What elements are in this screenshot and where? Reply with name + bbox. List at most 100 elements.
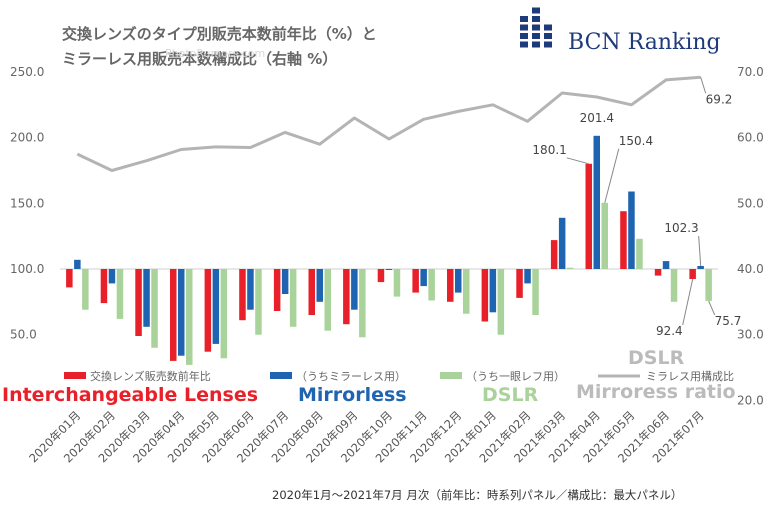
bar-interchangeable	[273, 269, 281, 311]
bar-mirrorless	[351, 269, 358, 310]
bar-dslr	[82, 269, 89, 310]
logo-square	[532, 16, 540, 22]
data-label: 201.4	[580, 111, 614, 125]
series-line-mirrorless-ratio	[76, 75, 701, 172]
data-label: 180.1	[532, 143, 566, 157]
bar-mirrorless	[420, 269, 427, 287]
bar-interchangeable	[343, 269, 350, 325]
logo-square	[532, 7, 540, 14]
bar-interchangeable	[550, 240, 558, 269]
bar-interchangeable	[516, 269, 523, 298]
leader-line	[604, 148, 620, 203]
bar-interchangeable	[100, 269, 108, 304]
bar-mirrorless	[662, 261, 670, 269]
bar-interchangeable	[689, 269, 696, 279]
bar-mirrorless	[628, 191, 635, 269]
leader-line	[700, 77, 707, 94]
y-axis-left: 50.0 100.0 150.0 200.0 250.0	[10, 65, 44, 342]
bar-dslr	[705, 269, 712, 301]
data-label: 69.2	[706, 92, 733, 106]
legend-label-dslr: （うち一眼レフ用）	[466, 370, 565, 383]
x-axis: 2020年01月2020年02月2020年03月2020年04月2020年05月…	[26, 408, 707, 465]
bar-dslr	[670, 269, 678, 302]
y-right-tick-label: 70.0	[737, 65, 764, 79]
bar-dslr	[393, 269, 401, 297]
bar-interchangeable	[239, 269, 246, 321]
legend-swatch-mirrorless	[270, 372, 292, 379]
data-labels: 201.4 180.1 150.4 102.3 92.4 75.7 69.2	[532, 92, 741, 338]
bar-mirrorless	[281, 269, 289, 294]
logo-square	[532, 33, 540, 39]
logo-square	[544, 24, 552, 31]
bars	[66, 135, 712, 365]
bar-mirrorless	[74, 259, 81, 269]
bar-mirrorless	[178, 269, 185, 356]
bar-dslr	[636, 238, 643, 269]
logo-grid-icon	[520, 7, 552, 48]
leader-line	[698, 235, 702, 267]
data-label: 150.4	[619, 134, 653, 148]
bar-mirrorless	[385, 269, 393, 270]
bar-interchangeable	[308, 269, 315, 315]
y-right-tick-label: 40.0	[737, 262, 764, 276]
legend-swatch-dslr	[440, 372, 462, 379]
bar-dslr	[463, 269, 470, 314]
y-right-tick-label: 50.0	[737, 196, 764, 210]
legend-en-ratio: Mirroress ratio	[576, 381, 736, 403]
logo-square	[532, 41, 540, 48]
bar-interchangeable	[170, 269, 177, 361]
bar-mirrorless	[316, 269, 323, 302]
y-axis-right: 20.0 30.0 40.0 50.0 60.0 70.0	[737, 65, 764, 407]
leader-line	[708, 300, 716, 316]
bar-dslr	[428, 269, 435, 301]
bar-interchangeable	[620, 211, 627, 269]
bar-dslr	[324, 269, 331, 331]
bar-mirrorless	[524, 269, 531, 284]
bar-interchangeable	[447, 269, 454, 302]
legend-label-mirrorless: （うちミラーレス用）	[296, 370, 406, 383]
legend-en-ratio-top: DSLR	[628, 347, 685, 369]
y-right-tick-label: 20.0	[737, 393, 764, 407]
bar-interchangeable	[481, 269, 489, 322]
bar-mirrorless	[489, 269, 497, 313]
legend-en-mirrorless: Mirrorless	[298, 384, 407, 406]
y-left-tick-label: 150.0	[10, 196, 44, 210]
logo-square	[544, 41, 552, 48]
bar-dslr	[220, 269, 228, 359]
data-label: 92.4	[656, 324, 683, 338]
bar-dslr	[255, 269, 262, 335]
logo-square	[532, 24, 540, 31]
logo-square	[520, 33, 528, 39]
bar-dslr	[116, 269, 124, 319]
logo-square	[520, 24, 528, 31]
bar-dslr	[566, 267, 574, 269]
bar-dslr	[151, 269, 158, 348]
bar-mirrorless	[558, 217, 566, 269]
watermark-text: PhotoRumors.com	[165, 47, 265, 60]
y-left-tick-label: 50.0	[10, 328, 37, 342]
data-label: 102.3	[664, 221, 698, 235]
legend-label-ratio: ミラレス用構成比	[646, 370, 734, 383]
bar-mirrorless	[455, 269, 462, 293]
y-right-tick-label: 60.0	[737, 131, 764, 145]
legend-label-interchangeable: 交換レンズ販売数前年比	[90, 369, 211, 383]
bar-dslr	[497, 269, 505, 335]
logo-text: BCN Ranking	[568, 30, 721, 55]
chart-title-line-2: ミラーレス用販売本数構成比（右軸 %）	[62, 50, 337, 68]
legend-en-dslr: DSLR	[482, 384, 539, 406]
bcn-logo: BCN Ranking	[520, 7, 721, 55]
y-left-tick-label: 200.0	[10, 131, 44, 145]
bar-mirrorless	[247, 269, 254, 310]
bar-dslr	[186, 269, 193, 365]
legend: 交換レンズ販売数前年比 Interchangeable Lenses （うちミラ…	[2, 347, 736, 406]
logo-square	[520, 16, 528, 22]
bar-interchangeable	[412, 269, 419, 293]
y-left-tick-label: 100.0	[10, 262, 44, 276]
bar-dslr	[532, 269, 539, 315]
bar-dslr	[289, 269, 297, 327]
bar-mirrorless	[212, 269, 220, 344]
data-label: 75.7	[715, 314, 742, 328]
logo-square	[520, 41, 528, 48]
y-left-tick-label: 250.0	[10, 65, 44, 79]
